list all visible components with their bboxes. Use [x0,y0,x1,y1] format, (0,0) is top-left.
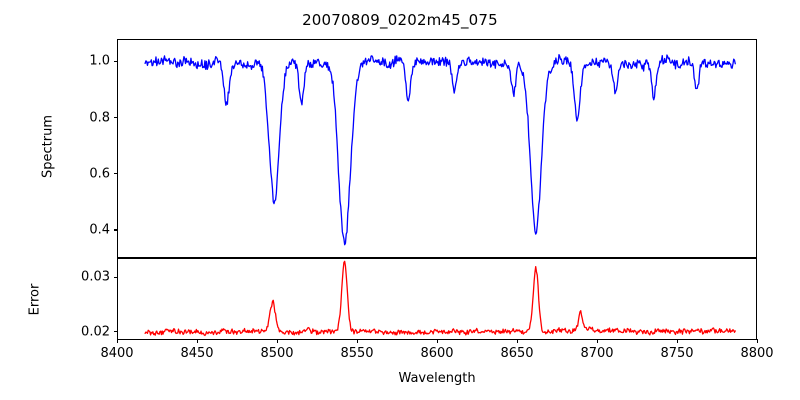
spectrum-ytick [113,117,118,119]
error-ytick-label: 0.03 [81,269,110,285]
x-tick [436,339,438,343]
chart-title: 20070809_0202m45_075 [302,11,498,29]
x-tick [516,339,518,343]
x-tick [356,339,358,343]
x-tick-label: 8750 [660,346,694,361]
error-ytick [113,276,118,278]
error-series [118,259,756,339]
x-tick-label: 8700 [580,346,614,361]
x-tick-label: 8500 [260,346,294,361]
x-tick-label: 8800 [740,346,774,361]
spectrum-plot-area [117,39,757,258]
x-tick [276,339,278,343]
x-tick [196,339,198,343]
spectrum-ytick [113,229,118,231]
x-tick-label: 8450 [180,346,214,361]
spectrum-series [118,40,756,257]
error-ytick [113,331,118,333]
x-axis-label: Wavelength [398,371,476,386]
x-tick-label: 8400 [100,346,134,361]
spectrum-ytick [113,60,118,63]
error-y-axis-label: Error [27,283,43,316]
x-tick [596,339,598,343]
spectrum-ytick-label: 1.0 [89,53,110,69]
spectrum-ytick [113,173,118,175]
spectrum-ytick-label: 0.6 [89,166,110,182]
spectrum-y-axis-label: Spectrum [40,115,56,178]
x-tick [116,339,118,343]
x-tick-label: 8550 [340,346,374,361]
x-tick-label: 8650 [500,346,534,361]
x-tick [676,339,678,343]
error-ytick-label: 0.02 [81,324,110,340]
error-plot-area [117,258,757,340]
spectrum-ytick-label: 0.4 [89,222,110,238]
x-tick-label: 8600 [420,346,454,361]
spectrum-ytick-label: 0.8 [89,110,110,126]
x-tick [756,339,758,343]
